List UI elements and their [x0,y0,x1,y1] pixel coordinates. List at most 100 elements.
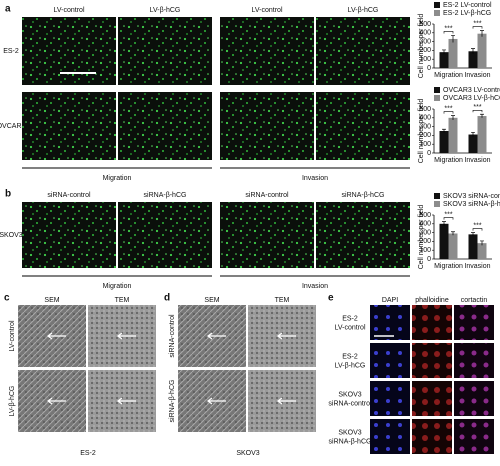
y-tick-label: 500 [419,212,431,219]
bar [448,38,458,68]
y-tick-label: 100 [419,247,431,254]
group-label: Invasion [302,175,328,182]
micrograph [454,343,494,378]
column-label: SEM [44,297,59,304]
bar [468,51,478,68]
micrograph [412,343,452,378]
significance-bracket [472,228,483,231]
bar [448,117,458,153]
row-label: LV-control [335,324,366,331]
micrograph [454,305,494,340]
micrograph [220,202,314,268]
micrograph [370,381,410,416]
column-label: LV-control [252,7,283,14]
error-bar [442,128,446,133]
error-bar [451,231,455,236]
row-label: LV-control [9,320,16,351]
significance-label: *** [444,211,452,218]
x-tick-label: Invasion [464,72,490,79]
error-bar [451,115,455,120]
cell-line-label: ES-2 [80,450,96,457]
cell-line-label: SKOV3 [236,450,259,457]
y-axis-label: Cell number per field [418,99,425,164]
bar [477,33,487,68]
legend-swatch [434,10,440,16]
legend-label: ES-2 LV-β-hCG [443,10,491,17]
micrograph [22,202,116,268]
x-tick-label: Invasion [464,157,490,164]
micrograph [22,92,116,160]
row-label: ES-2 [3,48,19,55]
significance-label: *** [444,105,452,112]
micrograph [118,17,212,85]
micrograph [454,419,494,454]
column-label: siRNA-control [245,192,289,199]
error-bar [471,131,475,137]
error-bar [471,48,475,54]
row-label: siRNA-control [328,400,372,407]
arrow [207,397,226,405]
legend-swatch [434,193,440,199]
micrograph [412,381,452,416]
legend-label: OVCAR3 LV-control [443,87,500,94]
micrograph [316,92,410,160]
row-label: siRNA-control [169,314,176,358]
error-bar [480,240,484,246]
arrow [47,397,66,405]
significance-bracket [443,31,454,34]
row-label: LV-β-hCG [335,362,366,369]
legend-swatch [434,87,440,93]
micrograph [22,17,116,85]
legend-label: SKOV3 siRNA-β-hCG [443,201,500,208]
significance-label: *** [473,104,481,111]
micrograph [220,92,314,160]
legend-label: OVCAR3 LV-β-hCG [443,95,500,102]
column-label: SEM [204,297,219,304]
y-tick-label: 0 [427,65,431,72]
arrow [47,332,66,340]
y-axis-label: Cell number per field [418,14,425,79]
column-label: cortactin [461,297,488,304]
y-tick-label: 400 [419,30,431,37]
error-bar [442,221,446,226]
group-label: Migration [103,175,132,182]
y-tick-label: 200 [419,47,431,54]
column-label: siRNA-β-hCG [144,192,187,199]
bar [439,52,449,68]
x-tick-label: Migration [434,157,463,164]
significance-bracket [443,111,454,114]
legend-label: SKOV3 siRNA-control [443,193,500,200]
y-tick-label: 300 [419,38,431,45]
micrograph [118,202,212,268]
column-label: LV-control [54,7,85,14]
legend-swatch [434,95,440,101]
panel-label: e [328,293,334,304]
row-label: SKOV3 [338,391,361,398]
y-tick-label: 200 [419,238,431,245]
legend-swatch [434,2,440,8]
y-tick-label: 500 [419,106,431,113]
arrow [117,332,136,340]
y-tick-label: 300 [419,229,431,236]
micrograph [370,419,410,454]
micrograph [220,17,314,85]
row-label: LV-β-hCG [9,386,16,417]
x-tick-label: Invasion [464,263,490,270]
arrow [277,397,296,405]
arrow [207,332,226,340]
row-label: ES-2 [342,315,358,322]
arrow [117,397,136,405]
column-label: LV-β-hCG [150,7,181,14]
y-tick-label: 200 [419,132,431,139]
error-bar [471,232,475,237]
micrograph [118,92,212,160]
micrograph [412,305,452,340]
significance-bracket [472,26,483,29]
y-tick-label: 100 [419,56,431,63]
micrograph [454,381,494,416]
row-label: siRNA-β-hCG [169,380,176,423]
y-tick-label: 0 [427,256,431,263]
row-label: SKOV3 [0,232,23,239]
error-bar [480,30,484,37]
